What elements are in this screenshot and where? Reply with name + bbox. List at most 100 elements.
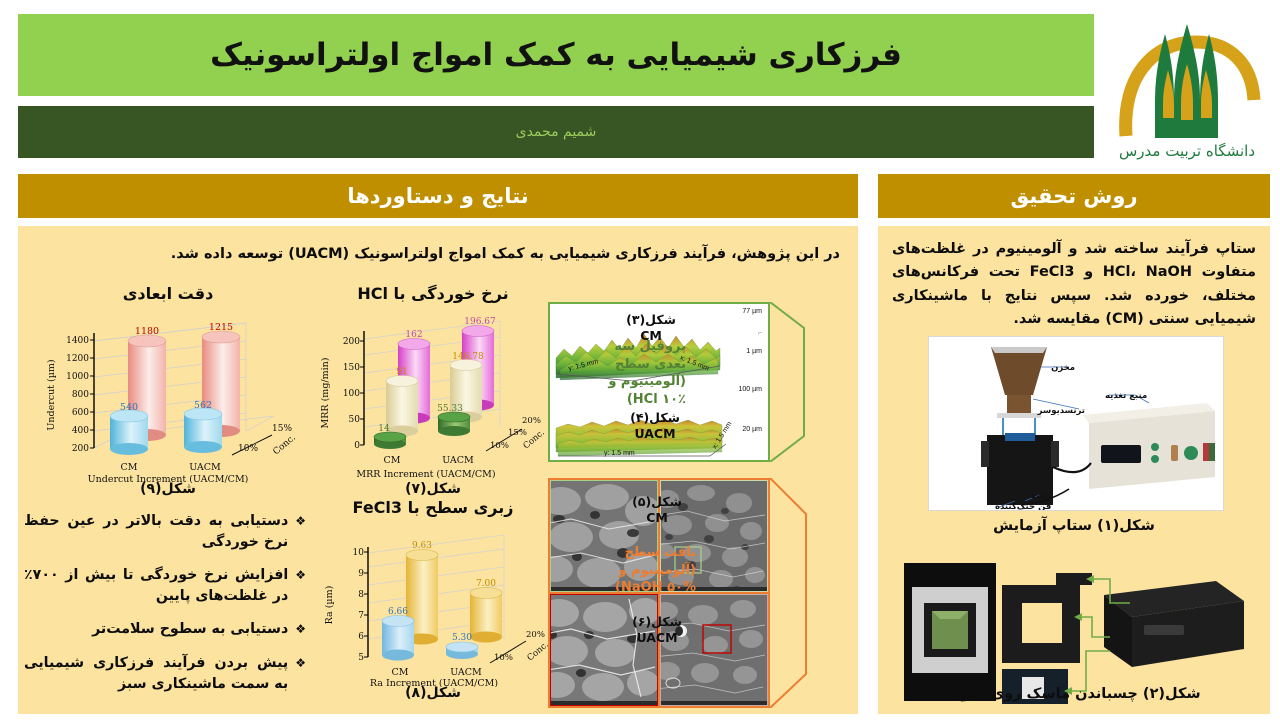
sem-cm-overview-image: HV mag WD20kV 500x 10mm 50 µmTMU <box>660 480 768 592</box>
experiment-setup-photo: مخزن ترنسدیوسر منبع تغذیه بدنه فن خنک‌کن… <box>928 336 1224 511</box>
profile-uacm-fig-tag: شکل(۴) UACM <box>614 410 696 443</box>
university-logo-icon: دانشگاه تربیت مدرس <box>1104 8 1270 164</box>
profile-cm-fig-tag: شکل(۳) CM <box>610 312 692 345</box>
svg-text:ترنسدیوسر: ترنسدیوسر <box>1037 406 1085 416</box>
svg-text:20 µm: 20 µm <box>588 591 599 592</box>
author-name: شمیم محمدی <box>515 124 597 140</box>
chart-fig9: دقت ابعادی 200 400 600 800 1000 1200 1400 <box>32 284 304 504</box>
profile-cm-z-axis-icon: ⌐ <box>757 330 762 337</box>
list-item-label: افزایش نرخ خوردگی تا بیش از ۷۰۰٪ در غلظت… <box>24 567 289 604</box>
sem-cm-fig-tag: شکل(۵) CM <box>616 494 698 527</box>
svg-text:6.66: 6.66 <box>388 607 408 617</box>
svg-text:7: 7 <box>358 611 364 621</box>
svg-text:بدنه: بدنه <box>1031 491 1047 501</box>
chart-fig9-number: شکل(۹) <box>140 481 196 497</box>
svg-text:146.78: 146.78 <box>452 352 484 362</box>
svg-text:10%: 10% <box>490 441 509 451</box>
svg-text:فن خنک‌کننده: فن خنک‌کننده <box>995 502 1051 510</box>
svg-text:8: 8 <box>358 590 364 600</box>
svg-text:540: 540 <box>120 402 138 413</box>
profile-cm-method: CM <box>640 328 662 344</box>
sem-uacm-overview-image: HV mag WD20kV 500x 10mm 50 µmTMU <box>660 594 768 706</box>
svg-text:Conc.: Conc. <box>526 640 551 663</box>
svg-text:20 µm: 20 µm <box>588 705 599 706</box>
chart-fig7-number: شکل(۷) <box>405 481 461 497</box>
svg-text:600: 600 <box>72 408 89 418</box>
sem-cm-method: CM <box>646 510 668 526</box>
svg-text:1000: 1000 <box>66 372 89 382</box>
profile-cm-fig-number: شکل(۳) <box>626 312 676 327</box>
sem-uacm-fig-number: شکل(۶) <box>632 614 682 629</box>
svg-text:50 µm: 50 µm <box>698 591 709 592</box>
method-paragraph: ستاپ فرآیند ساخته شد و آلومینیوم در غلظت… <box>892 241 1257 328</box>
bullet-marker-icon: ❖ <box>295 655 306 670</box>
svg-text:Undercut Increment (UACM/CM): Undercut Increment (UACM/CM) <box>88 474 249 483</box>
svg-text:MRR Increment (UACM/CM): MRR Increment (UACM/CM) <box>356 469 495 480</box>
svg-text:10: 10 <box>353 548 365 558</box>
svg-text:Conc.: Conc. <box>272 433 298 457</box>
svg-text:200: 200 <box>343 337 360 347</box>
svg-text:200: 200 <box>72 444 89 454</box>
profile-uacm-y-label: y: 1.5 mm <box>604 450 635 457</box>
svg-text:55.33: 55.33 <box>437 404 463 414</box>
list-item: ❖ دستیابی به سطوح سلامت‌تر <box>24 619 306 640</box>
profile-cm-z-top: 77 µm <box>742 308 762 315</box>
svg-text:162: 162 <box>405 330 422 340</box>
sem-callout-leader-icon <box>770 478 828 708</box>
poster-title-bar: فرزکاری شیمیایی به کمک امواج اولتراسونیک <box>18 14 1094 96</box>
svg-text:800: 800 <box>72 390 89 400</box>
svg-text:196.67: 196.67 <box>464 317 496 327</box>
svg-text:1215: 1215 <box>209 322 233 333</box>
svg-text:منبع تغذیه: منبع تغذیه <box>1105 391 1147 401</box>
chart-fig8-plot: 5 6 7 8 9 10 Ra (µm) <box>324 534 551 687</box>
method-panel: ستاپ فرآیند ساخته شد و آلومینیوم در غلظت… <box>878 226 1270 714</box>
chart-fig7-plot: 0 50 100 150 200 MRR (mg/min) <box>320 317 547 480</box>
mask-caption: شکل(۲) چسباندن ماسک روی نمونه <box>947 686 1201 702</box>
svg-text:5: 5 <box>358 653 364 663</box>
svg-text:UACM: UACM <box>442 455 474 466</box>
profile-callout-leader-icon <box>770 302 826 462</box>
list-item-label: پیش بردن فرآیند فرزکاری شیمیایی به سمت م… <box>24 654 289 692</box>
svg-text:20%: 20% <box>526 630 545 640</box>
profile-uacm-z-top: 100 µm <box>738 386 763 393</box>
surface-profile-uacm-image: 100 µm 20 µm y: 1.5 mm x: 1.5 mm <box>550 382 768 460</box>
list-item: ❖ افزایش نرخ خوردگی تا بیش از ۷۰۰٪ در غل… <box>24 565 306 606</box>
section-header-method: روش تحقیق <box>878 174 1270 218</box>
svg-text:CM: CM <box>121 462 138 473</box>
chart-fig8-title: زبری سطح با FeCl3 <box>352 498 514 517</box>
svg-text:1180: 1180 <box>135 326 159 337</box>
page-title: فرزکاری شیمیایی به کمک امواج اولتراسونیک <box>210 37 902 73</box>
author-bar: شمیم محمدی <box>18 106 1094 158</box>
list-item: ❖ پیش بردن فرآیند فرزکاری شیمیایی به سمت… <box>24 653 306 694</box>
svg-text:20%: 20% <box>522 416 541 426</box>
profile-cm-z-bottom: 1 µm <box>746 348 762 355</box>
svg-text:دانشگاه تربیت مدرس: دانشگاه تربیت مدرس <box>1119 142 1255 160</box>
svg-text:10%: 10% <box>494 653 513 663</box>
svg-text:UACM: UACM <box>450 667 482 678</box>
svg-text:5.30: 5.30 <box>452 633 472 643</box>
bullet-marker-icon: ❖ <box>295 514 306 528</box>
svg-text:مخزن: مخزن <box>1051 363 1075 373</box>
svg-text:CM: CM <box>392 667 409 678</box>
svg-text:6: 6 <box>358 632 364 642</box>
svg-text:50: 50 <box>349 415 361 425</box>
list-item: ❖ دستیابی به دقت بالاتر در عین حفظ نرخ خ… <box>24 511 306 552</box>
sem-cm-fig-number: شکل(۵) <box>632 494 682 509</box>
chart-fig7-title: نرخ خوردگی با HCl <box>357 284 509 303</box>
chart-fig8: زبری سطح با FeCl3 5 6 7 8 9 10 <box>314 498 552 708</box>
surface-profile-cm-image: 77 µm 1 µm y: 1.5 mm x: 1.5 mm ⌐ <box>550 304 768 382</box>
sem-uacm-fig-tag: شکل(۶) UACM <box>616 614 698 647</box>
chart-fig9-title: دقت ابعادی <box>122 284 214 303</box>
chart-fig7: نرخ خوردگی با HCl 0 50 100 150 200 <box>314 284 552 504</box>
svg-text:Ra (µm): Ra (µm) <box>324 586 335 625</box>
profile-uacm-z-bottom: 20 µm <box>742 426 762 433</box>
sem-annotation: بافت سطح (آلومینیوم و NaOH ۵۰%) <box>608 544 696 597</box>
svg-text:9: 9 <box>358 569 364 579</box>
results-intro-text: در این پژوهش، فرآیند فرزکاری شیمیایی به … <box>170 246 840 262</box>
chart-fig9-plot: 200 400 600 800 1000 1200 1400 Undercut (µm… <box>46 322 298 483</box>
svg-text:1200: 1200 <box>66 354 89 364</box>
svg-text:0: 0 <box>354 441 360 451</box>
surface-profile-image-group: 77 µm 1 µm y: 1.5 mm x: 1.5 mm ⌐ <box>548 302 770 462</box>
sem-image-group: HV mag WD20kV 500x 10mm 50 µmTMU <box>548 478 770 708</box>
